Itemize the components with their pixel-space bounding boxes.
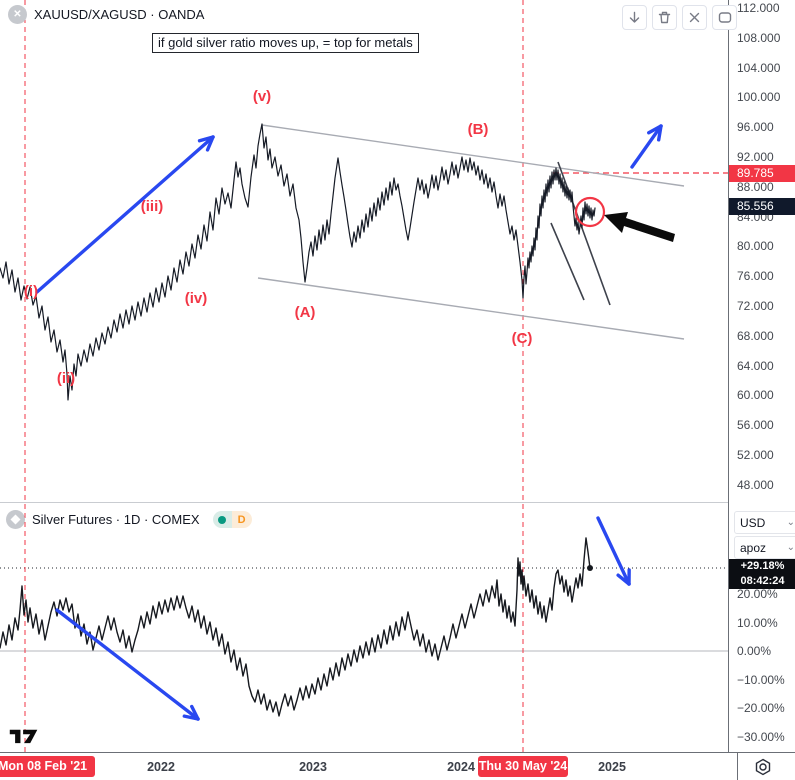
time-tick-label: 2022 [147, 760, 175, 774]
silver-logo-icon [10, 514, 21, 525]
steep-trendline-1[interactable] [550, 222, 585, 301]
maximize-pane-button[interactable] [712, 5, 737, 30]
axis-tick-label: 20.00% [737, 587, 778, 601]
black-arrow-annotation[interactable] [604, 212, 675, 242]
axis-tick-label: 68.000 [737, 329, 774, 343]
channel-trendline-0[interactable] [261, 124, 685, 187]
wave-label-B[interactable]: (B) [468, 121, 489, 138]
pane-toolbar [622, 5, 737, 30]
ratio-series-line [0, 123, 596, 401]
axis-tick-label: 76.000 [737, 269, 774, 283]
axis-tick-label: 56.000 [737, 418, 774, 432]
note-box[interactable]: if gold silver ratio moves up, = top for… [152, 33, 419, 53]
silver-panel-title[interactable]: Silver Futures · 1D · COMEX [32, 512, 200, 527]
tradingview-logo-icon [9, 729, 38, 744]
axis-tick-label: 88.000 [737, 180, 774, 194]
axis-tick-label: 96.000 [737, 120, 774, 134]
axis-tick-label: 92.000 [737, 150, 774, 164]
wave-label-v[interactable]: (v) [253, 88, 271, 105]
time-tick-label: 2024 [447, 760, 475, 774]
steep-trendline-0[interactable] [557, 161, 611, 306]
close-icon [689, 12, 700, 23]
wave-label-ii[interactable]: (ii) [57, 370, 75, 387]
axis-tick-label: 64.000 [737, 359, 774, 373]
wave-label-C[interactable]: (C) [512, 330, 533, 347]
chevron-down-icon: ⌄ [786, 542, 795, 553]
time-tick-label: 2023 [299, 760, 327, 774]
source-interval-badge[interactable]: D [212, 511, 252, 528]
symbol-header: ✕ XAUUSD/XAGUSD · OANDA [8, 5, 204, 24]
panel-splitter[interactable] [0, 502, 795, 503]
change-countdown-label: +29.18% 08:42:24 [729, 559, 795, 589]
trash-icon [658, 11, 671, 24]
arrow-down-icon [629, 11, 640, 23]
symbol-title[interactable]: XAUUSD/XAGUSD · OANDA [34, 7, 205, 22]
axis-tick-label: 72.000 [737, 299, 774, 313]
axis-tick-label: 112.000 [737, 1, 780, 15]
delete-pane-button[interactable] [652, 5, 677, 30]
axis-tick-label: 80.000 [737, 239, 774, 253]
axis-tick-label: 52.000 [737, 448, 774, 462]
red-circle-annotation[interactable] [574, 196, 606, 228]
axis-settings-button[interactable] [752, 756, 774, 778]
currency-select[interactable]: USD ⌄ [734, 511, 795, 534]
data-status-icon [212, 511, 232, 528]
silver-futures-icon [6, 510, 25, 529]
crosshair-date-right: Thu 30 May '24 [478, 756, 568, 777]
bar-countdown: 08:42:24 [740, 575, 785, 587]
last-price-dot [587, 565, 593, 571]
wave-label-A[interactable]: (A) [295, 304, 316, 321]
chevron-down-icon: ⌄ [786, 517, 795, 528]
interval-badge: D [231, 511, 252, 528]
time-axis[interactable]: 62022202320242025 Mon 08 Feb '21 Thu 30 … [0, 752, 795, 780]
time-tick-label: 2025 [598, 760, 626, 774]
last-price-label: 85.556 [729, 198, 795, 215]
move-pane-down-button[interactable] [622, 5, 647, 30]
axis-tick-label: 108.000 [737, 31, 781, 45]
silver-series-line [0, 537, 591, 717]
price-axis[interactable]: 112.000 108.000 104.000 100.000 96.000 92.000… [728, 0, 795, 752]
currency-value: USD [740, 515, 766, 530]
maximize-icon [718, 12, 731, 23]
axis-tick-label: 0.00% [737, 644, 772, 658]
axis-tick-label: 100.000 [737, 90, 781, 104]
crosshair-date-left: Mon 08 Feb '21 [0, 756, 96, 777]
channel-trendline-1[interactable] [257, 277, 685, 340]
wave-label-i[interactable]: (i) [24, 283, 38, 300]
silver-panel-header: Silver Futures · 1D · COMEX D [6, 510, 252, 529]
unit-value: apoz [740, 540, 767, 555]
tradingview-logo[interactable] [8, 726, 40, 751]
axis-tick-label: 48.000 [737, 478, 774, 492]
change-percent: +29.18% [740, 560, 785, 572]
symbol-logo-icon: ✕ [8, 5, 27, 24]
gear-icon [755, 758, 771, 776]
wave-label-iv[interactable]: (iv) [185, 290, 208, 307]
unit-select[interactable]: apoz ⌄ [734, 536, 795, 559]
axis-tick-label: 10.00% [737, 616, 778, 630]
axis-tick-label: 104.000 [737, 61, 781, 75]
alert-price-label: 89.785 [729, 165, 795, 182]
close-pane-button[interactable] [682, 5, 707, 30]
axis-tick-label: −30.00% [737, 730, 785, 744]
time-axis-divider [737, 753, 738, 780]
axis-tick-label: 60.000 [737, 388, 774, 402]
axis-tick-label: −10.00% [737, 673, 785, 687]
axis-tick-label: −20.00% [737, 701, 785, 715]
wave-label-iii[interactable]: (iii) [141, 198, 164, 215]
